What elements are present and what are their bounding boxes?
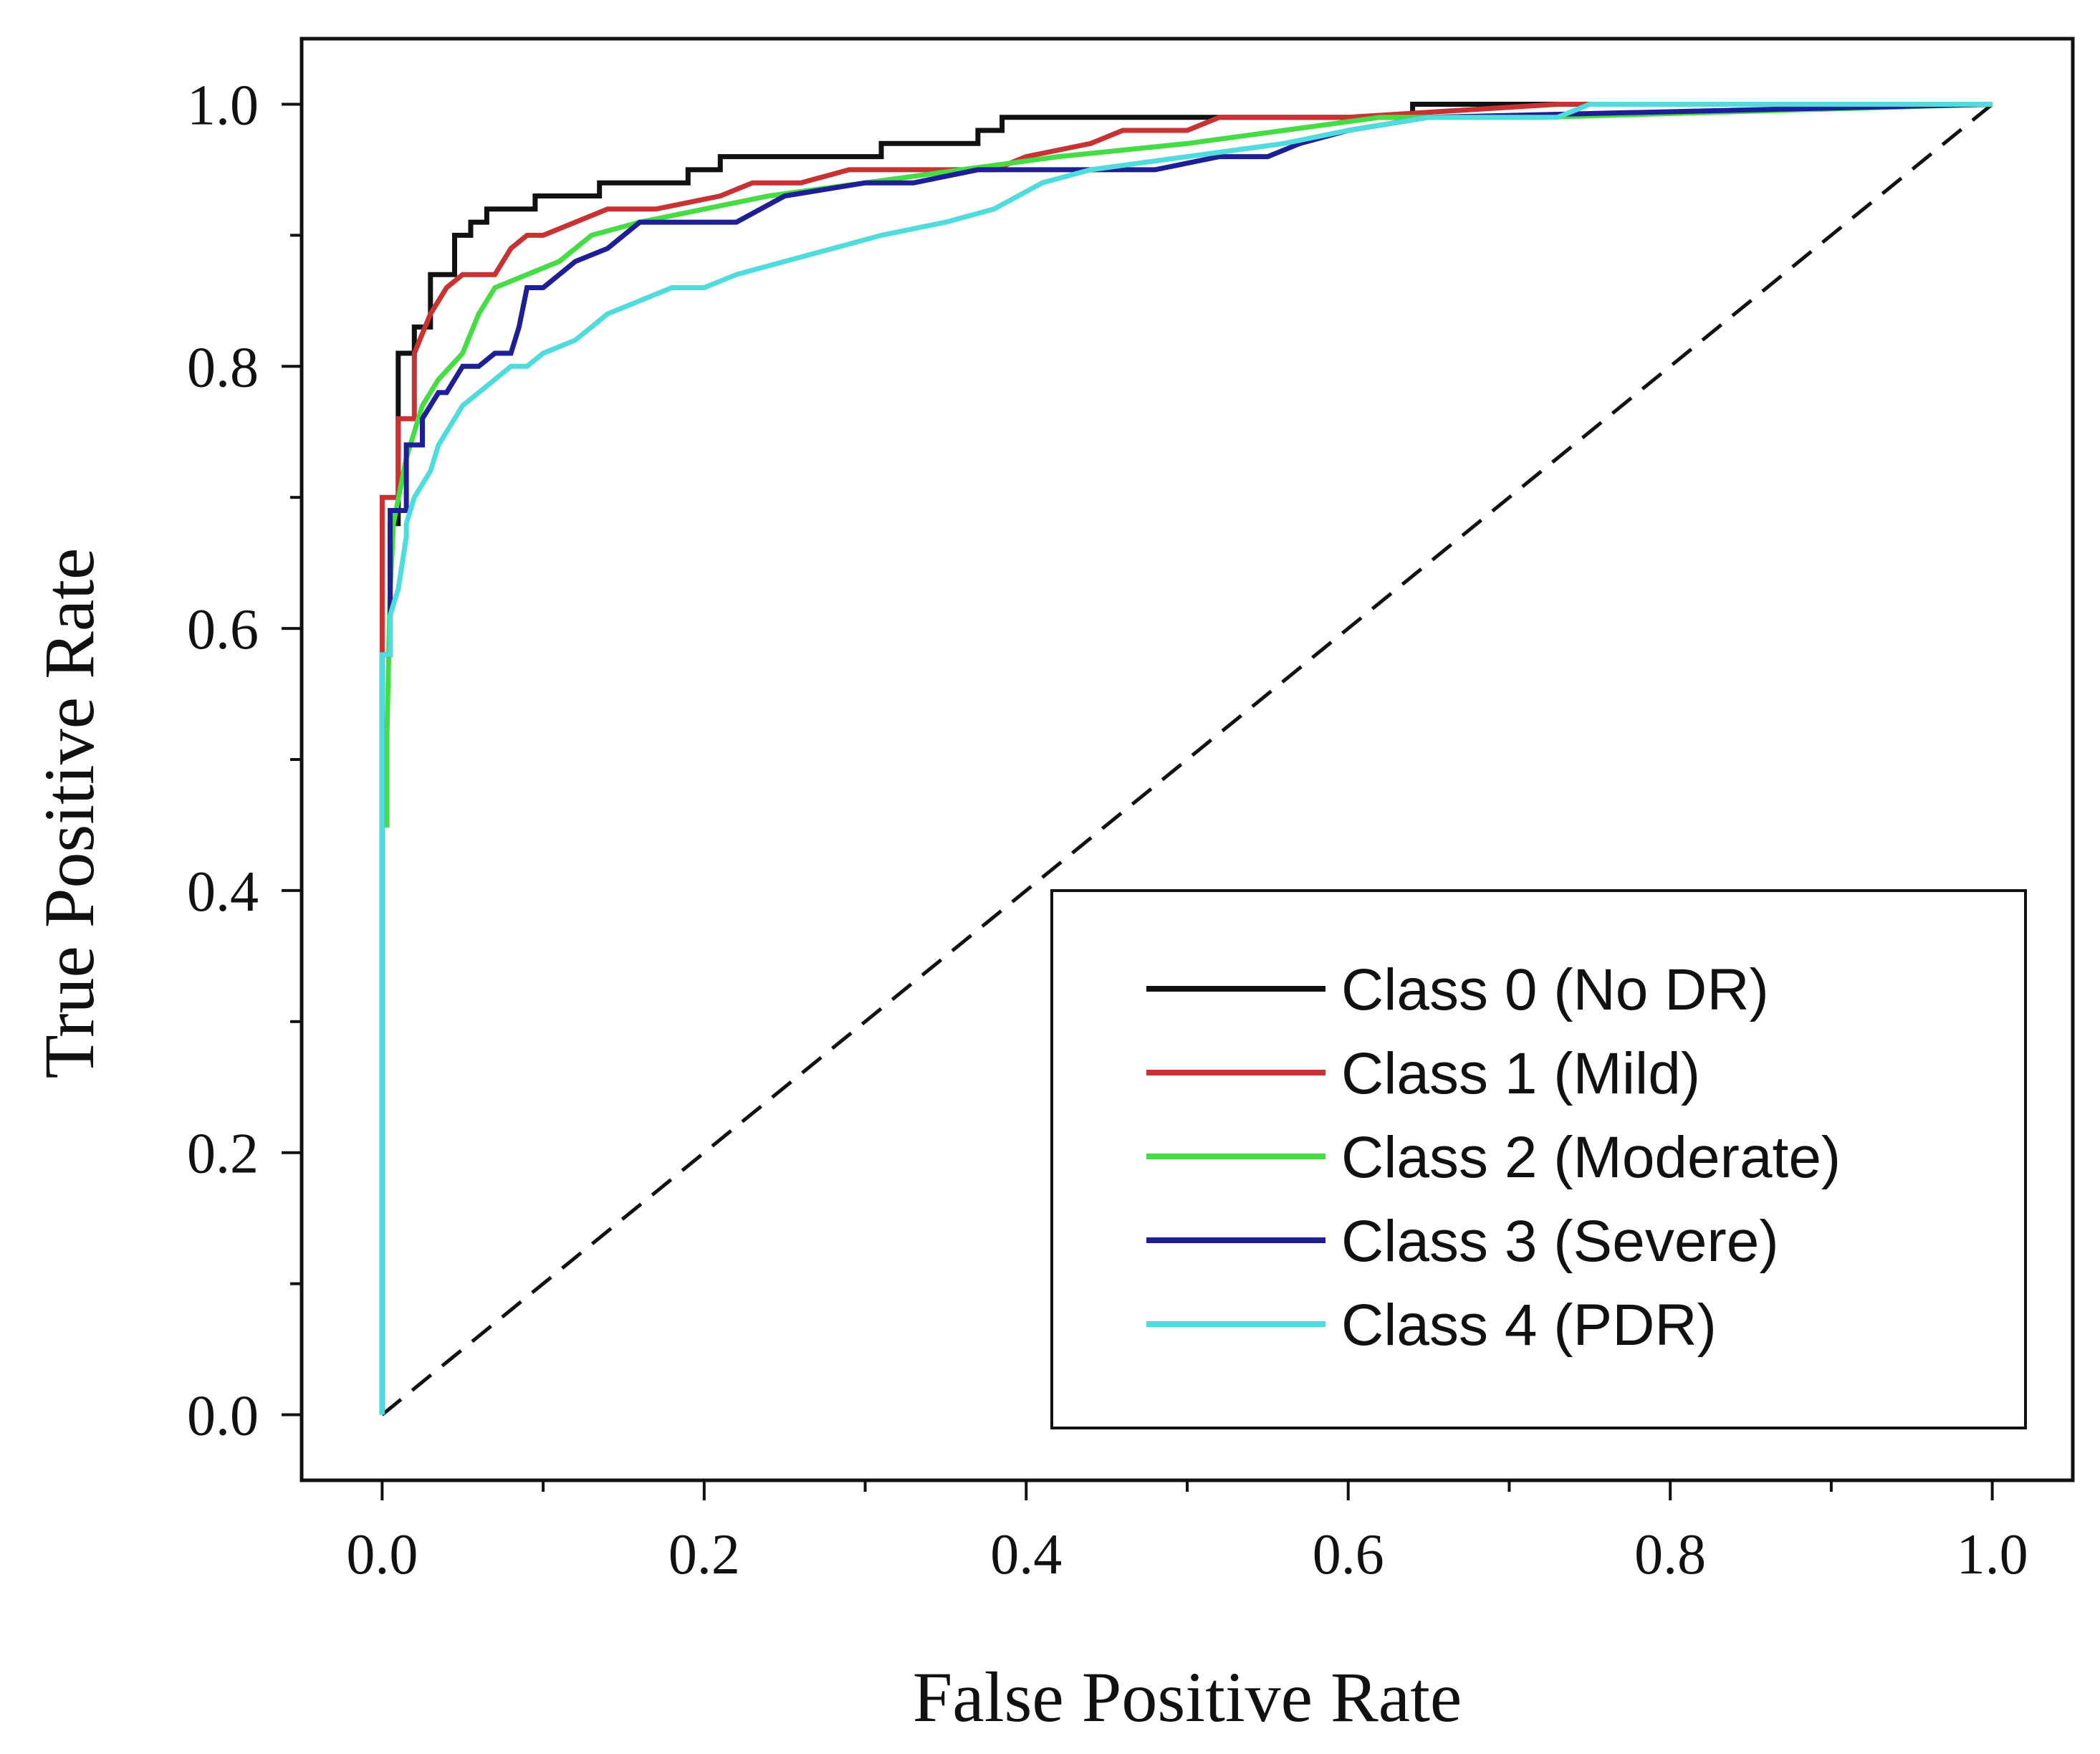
- y-tick-label-4: 0.8: [187, 336, 259, 399]
- legend-label-1: Class 1 (Mild): [1341, 1041, 1700, 1106]
- y-tick-label-1: 0.2: [187, 1123, 259, 1186]
- roc-line-class-1: [379, 102, 1993, 1415]
- roc-line-class-0: [379, 102, 1993, 1415]
- x-tick-label-2: 0.4: [990, 1523, 1062, 1586]
- legend-label-3: Class 3 (Severe): [1341, 1209, 1779, 1274]
- y-tick-label-0: 0.0: [187, 1385, 259, 1448]
- legend-label-4: Class 4 (PDR): [1341, 1293, 1717, 1358]
- x-tick-label-5: 1.0: [1957, 1523, 2028, 1586]
- x-tick-label-1: 0.2: [668, 1523, 740, 1586]
- roc-line-class-4: [379, 102, 1993, 1415]
- x-axis-title: False Positive Rate: [913, 1657, 1462, 1737]
- x-tick-label-3: 0.6: [1313, 1523, 1384, 1586]
- axes-layer: 0.0 0.2 0.4 0.6 0.8 1.0 0.0 0.2 0.4 0.6 0.8 1.0: [187, 74, 2028, 1586]
- roc-line-class-3: [379, 102, 1993, 1415]
- legend: Class 0 (No DR) Class 1 (Mild) Class 2 (Mo…: [1146, 957, 1841, 1358]
- lines-layer: [379, 102, 1994, 1417]
- y-axis-title: True Positive Rate: [29, 548, 109, 1079]
- y-tick-label-2: 0.4: [187, 861, 259, 924]
- x-tick-label-0: 0.0: [346, 1523, 418, 1586]
- legend-label-2: Class 2 (Moderate): [1341, 1125, 1841, 1190]
- legend-label-0: Class 0 (No DR): [1341, 957, 1769, 1022]
- y-tick-label-5: 1.0: [187, 74, 259, 137]
- y-tick-label-3: 0.6: [187, 598, 259, 661]
- x-tick-label-4: 0.8: [1634, 1523, 1706, 1586]
